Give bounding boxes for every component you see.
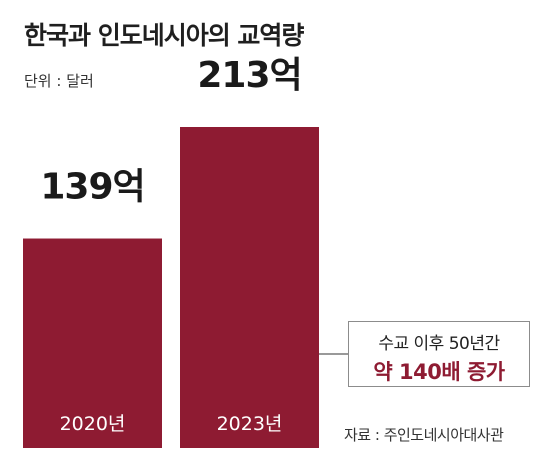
value-label-1: 213억	[197, 55, 301, 96]
category-label-1: 2023년	[217, 413, 283, 435]
chart-title: 한국과 인도네시아의 교역량	[24, 21, 304, 50]
bar-0	[23, 238, 162, 448]
callout-line-1: 수교 이후 50년간	[378, 334, 500, 354]
callout-line-2: 약 140배 증가	[373, 360, 505, 384]
value-label-0: 139억	[40, 167, 144, 208]
bar-1	[180, 127, 319, 448]
source-note: 자료 : 주인도네시아대사관	[344, 426, 504, 444]
unit-note: 단위 : 달러	[24, 72, 94, 90]
category-label-0: 2020년	[60, 413, 126, 435]
growth-callout: 수교 이후 50년간 약 140배 증가	[348, 321, 530, 387]
